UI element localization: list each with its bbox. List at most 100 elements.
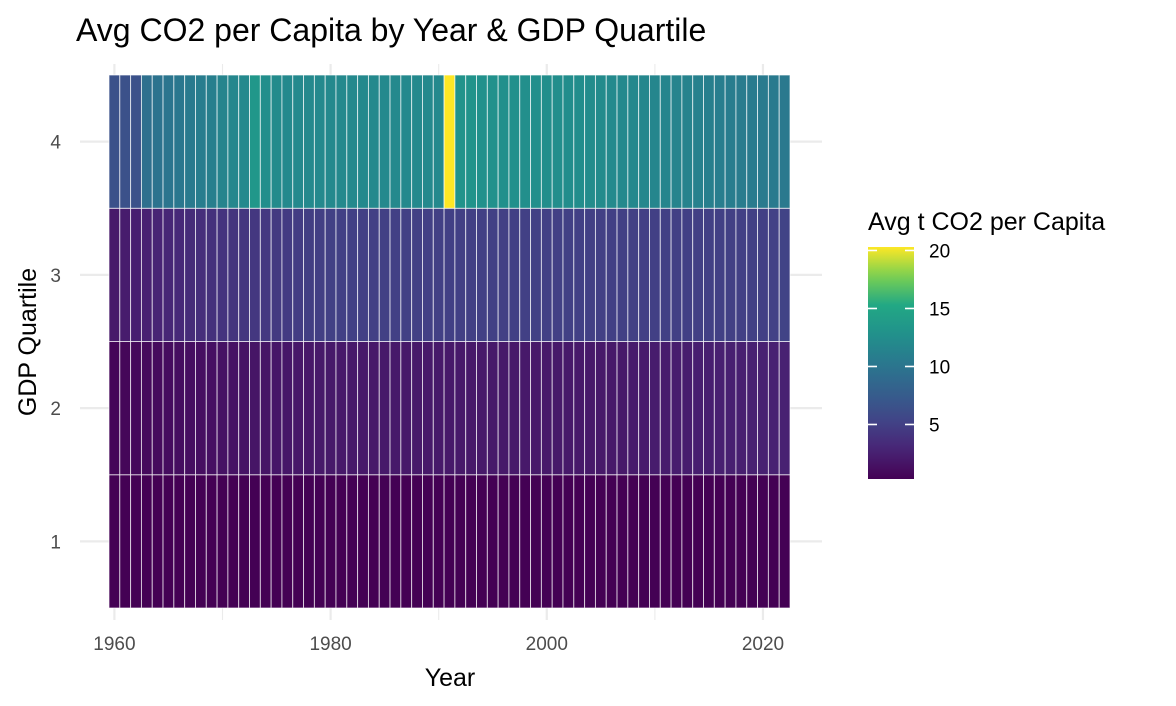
heatmap-tile bbox=[303, 207, 315, 342]
heatmap-tile bbox=[767, 207, 780, 342]
heatmap-tile bbox=[713, 341, 726, 476]
heatmap-tiles bbox=[108, 74, 791, 609]
heatmap-tile bbox=[497, 474, 510, 609]
heatmap-tile bbox=[389, 74, 402, 209]
heatmap-tile bbox=[584, 341, 596, 476]
heatmap-tile bbox=[530, 341, 542, 476]
heatmap-tile bbox=[551, 474, 564, 609]
heatmap-tile bbox=[562, 207, 575, 342]
heatmap-tile bbox=[162, 341, 175, 476]
heatmap-tile bbox=[227, 207, 240, 342]
heatmap-tile bbox=[476, 474, 488, 609]
x-axis-ticks: 1960 1980 2000 2020 bbox=[93, 634, 784, 655]
heatmap-tile bbox=[259, 474, 272, 609]
x-tick-label: 1980 bbox=[309, 634, 351, 655]
heatmap-tile bbox=[367, 474, 380, 609]
heatmap-tile bbox=[378, 207, 391, 342]
colorbar-tick-label: 20 bbox=[929, 241, 950, 262]
heatmap-tile bbox=[562, 474, 575, 609]
heatmap-tile bbox=[205, 74, 218, 209]
heatmap-tile bbox=[778, 207, 791, 342]
heatmap-tile bbox=[659, 74, 672, 209]
heatmap-tile bbox=[757, 474, 769, 609]
chart-title: Avg CO2 per Capita by Year & GDP Quartil… bbox=[76, 12, 706, 48]
heatmap-tile bbox=[130, 474, 142, 609]
heatmap-tile bbox=[422, 474, 434, 609]
heatmap-tile bbox=[508, 341, 521, 476]
heatmap-tile bbox=[367, 74, 380, 209]
heatmap-tile bbox=[184, 474, 196, 609]
heatmap-tile bbox=[703, 207, 715, 342]
heatmap-tile bbox=[205, 207, 218, 342]
heatmap-tile bbox=[724, 341, 737, 476]
colorbar-tick-label: 5 bbox=[929, 415, 940, 436]
heatmap-tile bbox=[432, 74, 445, 209]
heatmap-tile bbox=[173, 341, 186, 476]
heatmap-tile bbox=[303, 474, 315, 609]
heatmap-tile bbox=[497, 207, 510, 342]
heatmap-tile bbox=[140, 74, 153, 209]
heatmap-tile bbox=[508, 207, 521, 342]
heatmap-tile bbox=[432, 341, 445, 476]
heatmap-tile bbox=[238, 74, 250, 209]
heatmap-tile bbox=[303, 74, 315, 209]
legend-title: Avg t CO2 per Capita bbox=[868, 208, 1105, 236]
heatmap-tile bbox=[270, 207, 283, 342]
heatmap-tile bbox=[335, 474, 348, 609]
heatmap-tile bbox=[357, 207, 369, 342]
y-axis-ticks: 1 2 3 4 bbox=[50, 133, 61, 554]
heatmap-tile bbox=[389, 474, 402, 609]
colorbar-tick-label: 15 bbox=[929, 299, 950, 320]
heatmap-tile bbox=[735, 474, 748, 609]
heatmap-tile bbox=[443, 74, 456, 209]
heatmap-tile bbox=[227, 74, 240, 209]
heatmap-tile bbox=[692, 474, 704, 609]
heatmap-tile bbox=[130, 207, 142, 342]
heatmap-tile bbox=[259, 74, 272, 209]
heatmap-tile bbox=[173, 207, 186, 342]
heatmap-tile bbox=[281, 474, 294, 609]
heatmap-tile bbox=[227, 474, 240, 609]
heatmap-tile bbox=[703, 74, 715, 209]
heatmap-tile bbox=[735, 74, 748, 209]
heatmap-tile bbox=[346, 74, 359, 209]
heatmap-tile bbox=[638, 74, 650, 209]
heatmap-tile bbox=[454, 341, 467, 476]
heatmap-tile bbox=[119, 474, 132, 609]
heatmap-tile bbox=[638, 341, 650, 476]
heatmap-tile bbox=[216, 207, 229, 342]
heatmap-tile bbox=[713, 474, 726, 609]
heatmap-tile bbox=[324, 341, 337, 476]
heatmap-tile bbox=[627, 474, 640, 609]
heatmap-tile bbox=[151, 474, 164, 609]
heatmap-tile bbox=[692, 74, 704, 209]
heatmap-tile bbox=[173, 474, 186, 609]
heatmap-tile bbox=[627, 207, 640, 342]
heatmap-tile bbox=[778, 341, 791, 476]
heatmap-tile bbox=[119, 341, 132, 476]
heatmap-tile bbox=[184, 74, 196, 209]
heatmap-tile bbox=[324, 74, 337, 209]
heatmap-tile bbox=[292, 474, 305, 609]
heatmap-tile bbox=[562, 74, 575, 209]
heatmap-tile bbox=[540, 74, 553, 209]
heatmap-tile bbox=[249, 474, 261, 609]
heatmap-tile bbox=[378, 474, 391, 609]
heatmap-tile bbox=[497, 341, 510, 476]
heatmap-tile bbox=[400, 74, 413, 209]
heatmap-tile bbox=[584, 207, 596, 342]
heatmap-tile bbox=[692, 341, 704, 476]
heatmap-tile bbox=[119, 207, 132, 342]
heatmap-tile bbox=[540, 474, 553, 609]
heatmap-tile bbox=[627, 341, 640, 476]
heatmap-tile bbox=[540, 207, 553, 342]
colorbar-tick-label: 10 bbox=[929, 357, 950, 378]
heatmap-tile bbox=[670, 341, 683, 476]
heatmap-tile bbox=[249, 74, 261, 209]
heatmap-tile bbox=[551, 74, 564, 209]
heatmap-tile bbox=[497, 74, 510, 209]
heatmap-tile bbox=[551, 341, 564, 476]
heatmap-tile bbox=[465, 474, 477, 609]
heatmap-tile bbox=[476, 207, 488, 342]
heatmap-tile bbox=[151, 341, 164, 476]
